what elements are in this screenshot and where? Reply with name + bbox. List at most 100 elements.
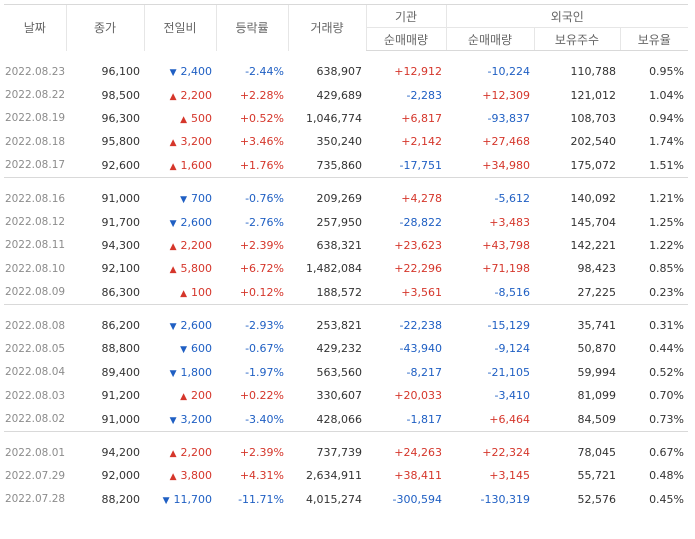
triangle-up-icon: ▲ [169, 241, 177, 252]
change-value: 700 [191, 192, 212, 206]
cell-volume: 209,269 [316, 192, 363, 206]
cell-foreign-ratio: 0.45% [649, 492, 685, 506]
separator-cell [4, 303, 689, 314]
cell-change: ▲ 100 [144, 281, 216, 305]
change-value: 2,600 [180, 215, 213, 229]
table-row: 2022.08.02 91,000 ▼ 3,200 -3.40% 428,066 -1,81… [4, 407, 688, 431]
cell-date: 2022.08.22 [4, 89, 66, 102]
cell-close: 86,200 [101, 319, 141, 333]
cell-foreign-ratio: 0.67% [649, 446, 685, 460]
cell-foreign-net: -21,105 [487, 365, 530, 379]
change-value: 5,800 [180, 262, 213, 276]
cell-foreign-ratio: 1.21% [649, 192, 685, 206]
triangle-down-icon: ▼ [169, 368, 177, 379]
cell-institution-net: +4,278 [401, 192, 442, 206]
change-value: 11,700 [173, 492, 213, 506]
cell-close: 88,800 [101, 342, 141, 356]
cell-foreign-net: +3,483 [489, 215, 530, 229]
cell-date: 2022.08.01 [4, 446, 66, 459]
cell-rate: +2.39% [239, 238, 284, 252]
cell-close: 96,300 [101, 111, 141, 125]
cell-close: 98,500 [101, 88, 141, 102]
cell-foreign-shares: 78,045 [577, 446, 617, 460]
cell-institution-net: +2,142 [401, 135, 442, 149]
cell-change: ▼ 3,200 [144, 407, 216, 431]
stock-daily-table: 날짜 종가 전일비 등락률 거래량 기관 외국인 순매매량 순매매량 보유주수 … [4, 4, 689, 511]
triangle-up-icon: ▲ [180, 114, 187, 125]
cell-rate: +3.46% [239, 135, 284, 149]
cell-foreign-shares: 108,703 [570, 111, 617, 125]
table-row: 2022.07.29 92,000 ▲ 3,800 +4.31% 2,634,911 +38… [4, 464, 688, 487]
cell-close: 94,200 [101, 446, 141, 460]
cell-close: 91,000 [101, 412, 141, 426]
cell-change: ▲ 3,800 [144, 464, 216, 487]
cell-date: 2022.08.05 [4, 342, 66, 355]
cell-rate: -2.44% [245, 65, 284, 79]
cell-rate: +1.76% [239, 158, 284, 172]
cell-foreign-net: +22,324 [482, 446, 530, 460]
cell-foreign-ratio: 0.31% [649, 319, 685, 333]
change-value: 2,400 [180, 65, 213, 79]
header-volume: 거래량 [287, 4, 366, 51]
cell-rate: -3.40% [245, 412, 284, 426]
cell-close: 96,100 [101, 65, 141, 79]
cell-rate: +6.72% [239, 262, 284, 276]
triangle-up-icon: ▲ [180, 288, 187, 299]
cell-change: ▲ 3,200 [144, 130, 216, 153]
cell-foreign-shares: 52,576 [577, 492, 617, 506]
cell-foreign-net: +71,198 [482, 262, 530, 276]
header-institution-net: 순매매량 [365, 27, 446, 51]
cell-volume: 563,560 [316, 365, 363, 379]
cell-change: ▼ 600 [144, 337, 216, 360]
triangle-up-icon: ▲ [169, 265, 177, 276]
separator-cell [4, 430, 689, 441]
table-row: 2022.07.28 88,200 ▼ 11,700 -11.71% 4,015,274-… [4, 488, 688, 511]
header-foreign-group: 외국인 [445, 4, 689, 28]
cell-institution-net: +6,817 [401, 111, 442, 125]
cell-volume: 638,321 [316, 238, 363, 252]
cell-date: 2022.08.04 [4, 366, 66, 379]
header-rate: 등락률 [215, 4, 288, 51]
cell-foreign-ratio: 1.04% [649, 88, 685, 102]
cell-institution-net: -22,238 [399, 319, 442, 333]
cell-institution-net: -8,217 [406, 365, 442, 379]
cell-foreign-net: -93,837 [487, 111, 530, 125]
cell-rate: -11.71% [238, 492, 284, 506]
triangle-up-icon: ▲ [169, 91, 177, 102]
change-value: 200 [191, 389, 212, 403]
cell-rate: -2.76% [245, 215, 284, 229]
cell-change: ▼ 1,800 [144, 361, 216, 384]
table-row: 2022.08.05 88,800 ▼ 600 -0.67% 429,232 -43,940… [4, 337, 688, 360]
group-separator [4, 176, 689, 187]
header-foreign-net: 순매매량 [445, 27, 534, 51]
table-row: 2022.08.04 89,400 ▼ 1,800 -1.97% 563,560 -8,21… [4, 361, 688, 384]
cell-volume: 429,232 [316, 342, 363, 356]
cell-institution-net: -43,940 [399, 342, 442, 356]
cell-rate: +2.28% [239, 88, 284, 102]
change-value: 2,600 [180, 319, 213, 333]
cell-foreign-shares: 59,994 [577, 365, 617, 379]
cell-foreign-shares: 175,072 [570, 158, 617, 172]
triangle-down-icon: ▼ [169, 322, 177, 333]
cell-close: 91,000 [101, 192, 141, 206]
cell-close: 91,700 [101, 215, 141, 229]
triangle-up-icon: ▲ [169, 449, 177, 460]
group-separator [4, 430, 689, 441]
cell-foreign-ratio: 1.22% [649, 238, 685, 252]
cell-date: 2022.08.19 [4, 112, 66, 125]
table-header: 날짜 종가 전일비 등락률 거래량 기관 외국인 순매매량 순매매량 보유주수 … [4, 4, 689, 51]
cell-foreign-net: -10,224 [487, 65, 530, 79]
cell-volume: 188,572 [316, 285, 363, 299]
separator-cell [4, 176, 689, 187]
cell-foreign-ratio: 0.70% [649, 389, 685, 403]
header-change: 전일비 [143, 4, 216, 51]
cell-change: ▲ 500 [144, 107, 216, 130]
cell-change: ▲ 1,600 [144, 154, 216, 178]
cell-date: 2022.08.02 [4, 413, 66, 426]
cell-foreign-shares: 55,721 [577, 469, 617, 483]
cell-date: 2022.08.10 [4, 262, 66, 275]
cell-foreign-net: +27,468 [482, 135, 530, 149]
cell-close: 89,400 [101, 365, 141, 379]
cell-close: 92,000 [101, 469, 141, 483]
cell-foreign-ratio: 1.74% [649, 135, 685, 149]
